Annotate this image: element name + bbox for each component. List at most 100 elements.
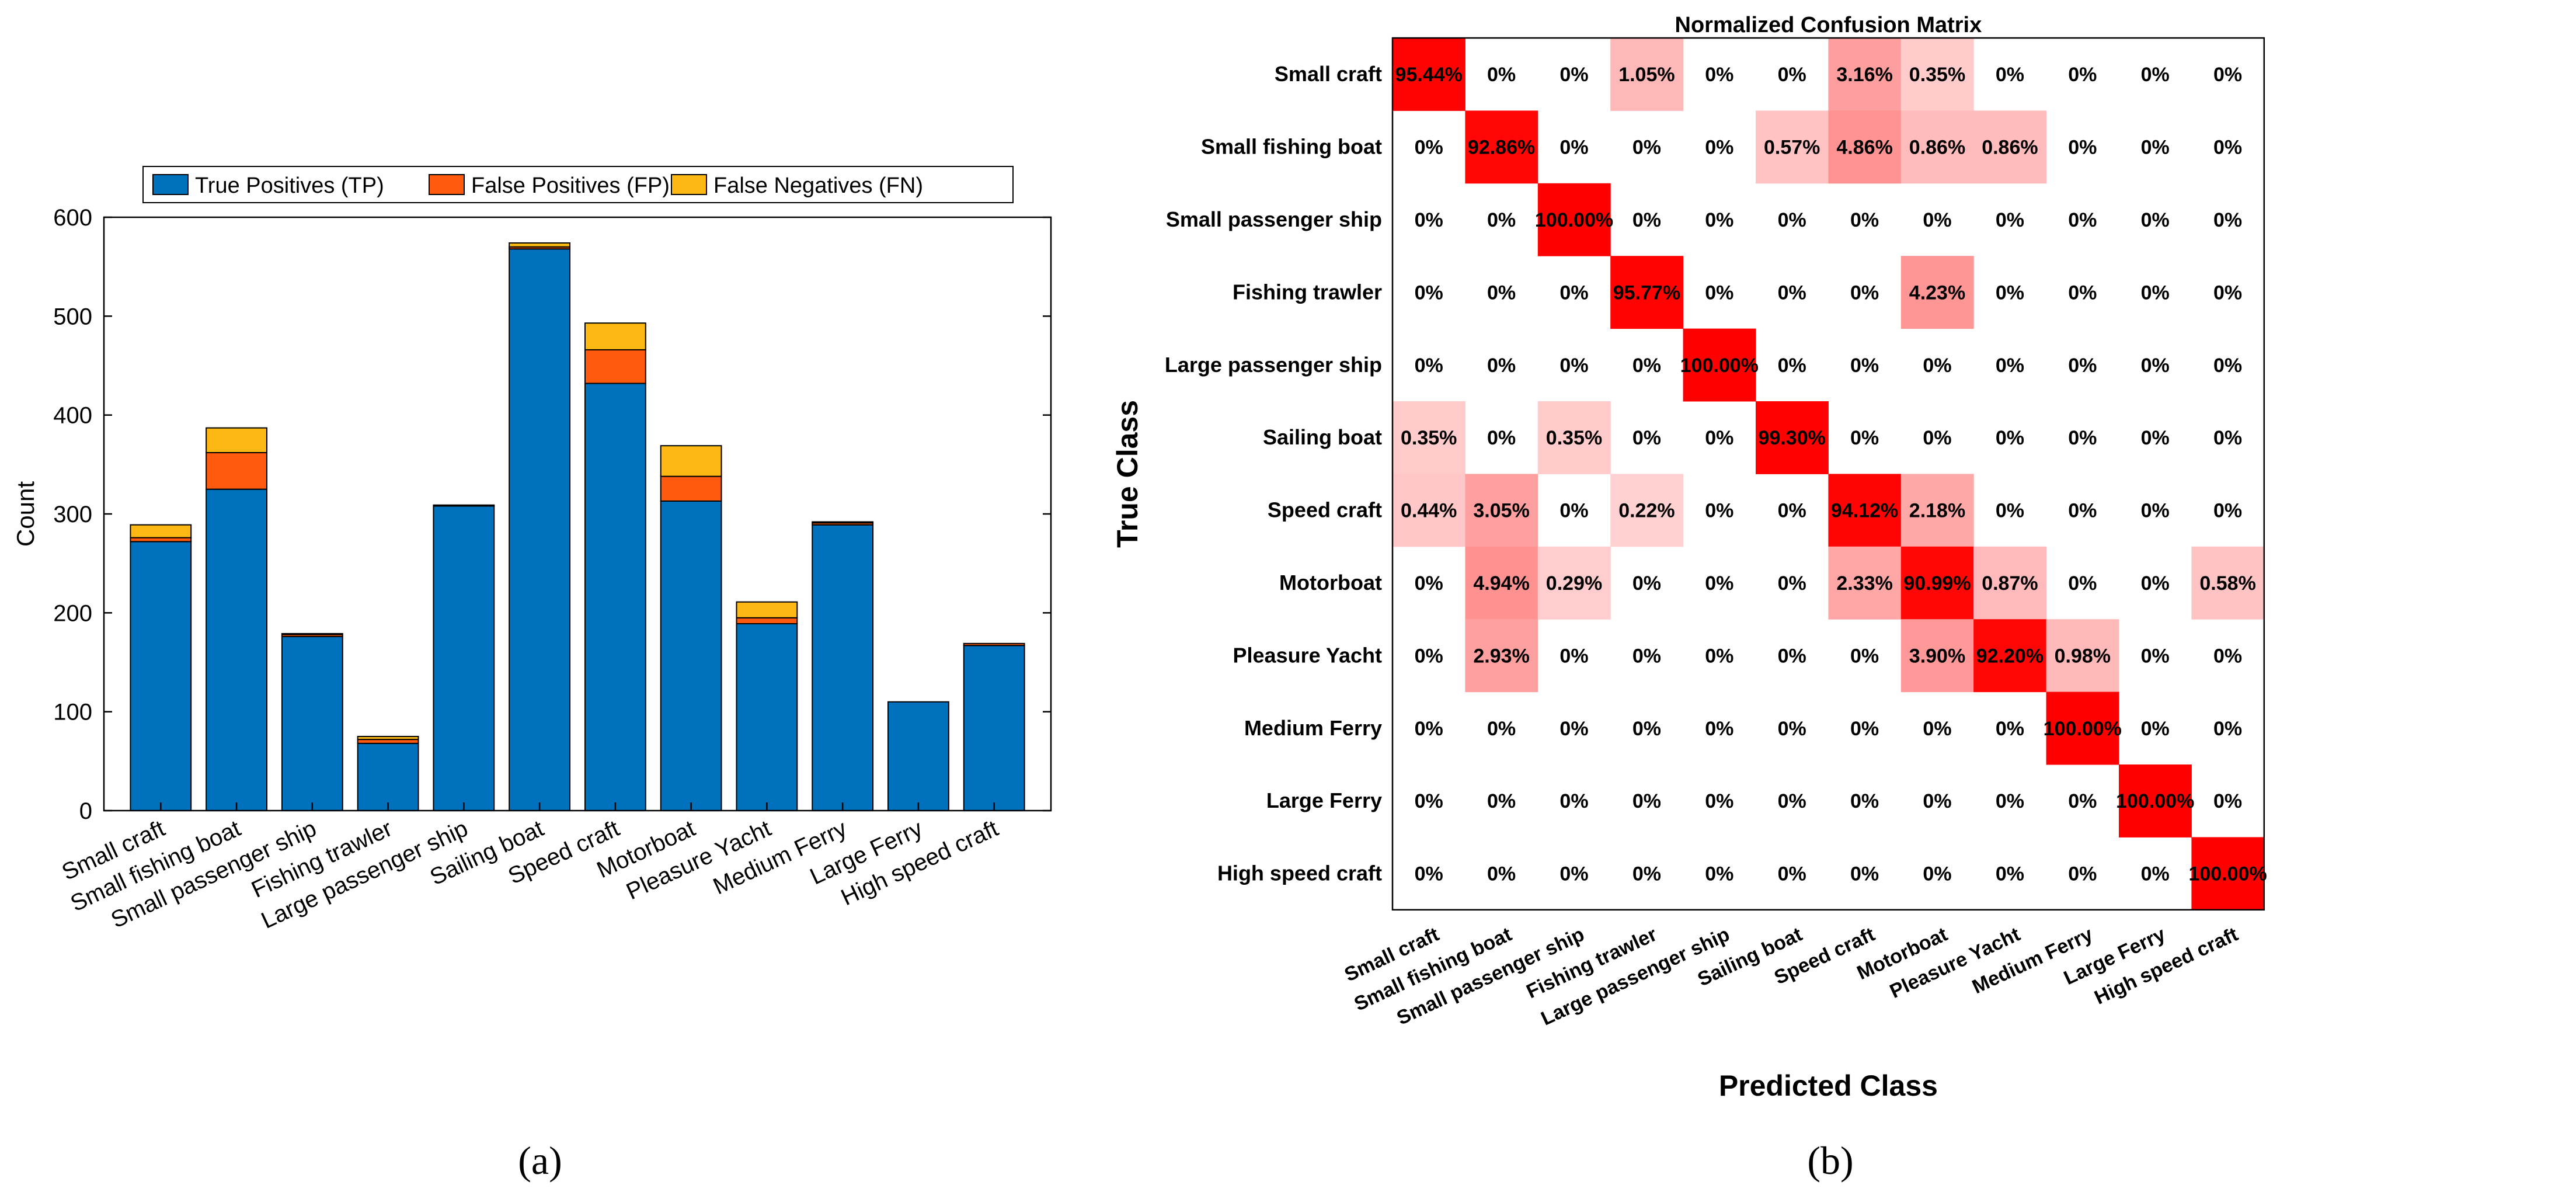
bar-segment-fn (660, 445, 722, 477)
matrix-cell-label: 2.93% (1473, 645, 1529, 667)
bar-segment-tp (509, 248, 571, 812)
matrix-cell (1828, 546, 1902, 620)
bar-segment-fp (584, 349, 646, 384)
matrix-cell-label: 94.12% (1831, 500, 1898, 522)
bar-segment-tp (584, 383, 646, 811)
row-label: Small passenger ship (1166, 207, 1382, 231)
matrix-cell-label: 0% (2213, 427, 2242, 449)
matrix-cell-label: 0% (2068, 500, 2097, 522)
matrix-cell-label: 0% (1850, 427, 1879, 449)
matrix-cell-label: 2.33% (1836, 572, 1892, 595)
bar-chart-y-axis-label: Count (12, 481, 39, 547)
matrix-cell-label: 0% (1487, 718, 1516, 740)
bar-segment-tp (130, 541, 192, 811)
matrix-cell-label: 0% (1996, 64, 2024, 86)
matrix-cell-label: 0% (1778, 863, 1806, 885)
matrix-cell (1610, 256, 1684, 329)
matrix-cell-label: 4.94% (1473, 572, 1529, 595)
matrix-cell (1465, 110, 1538, 184)
confusion-matrix-title: Normalized Confusion Matrix (1675, 13, 1982, 37)
matrix-cell (1756, 401, 1829, 474)
bar-segment-fp (660, 475, 722, 502)
matrix-cell-label: 0% (1923, 718, 1951, 740)
matrix-cell-label: 0% (2068, 427, 2097, 449)
legend-swatch (152, 174, 189, 195)
matrix-cell-label: 0% (2141, 282, 2170, 304)
matrix-cell-label: 0% (1487, 282, 1516, 304)
matrix-cell-label: 0% (1632, 863, 1661, 885)
matrix-cell-label: 0% (2141, 718, 2170, 740)
row-label: Large passenger ship (1165, 353, 1382, 377)
matrix-cell-label: 0% (1705, 863, 1733, 885)
y-tick-label: 0 (79, 798, 92, 824)
bar-segment-fn (812, 521, 874, 524)
bar-segment-tp (433, 505, 495, 811)
row-label: Motorboat (1279, 571, 1382, 595)
matrix-cell-label: 0% (1996, 500, 2024, 522)
y-tick-label: 100 (53, 700, 92, 725)
matrix-cell-label: 0% (1415, 137, 1443, 159)
matrix-cell-label: 0% (1778, 572, 1806, 595)
matrix-cell-label: 0% (1996, 718, 2024, 740)
matrix-cell-label: 0% (1559, 645, 1588, 667)
matrix-cell (2119, 764, 2192, 837)
confusion-matrix-y-axis-label: True Class (1111, 400, 1144, 548)
matrix-cell-label: 0% (1778, 790, 1806, 812)
matrix-cell-label: 0% (1632, 355, 1661, 377)
bar-segment-fp (206, 452, 267, 490)
matrix-cell-label: 0% (1415, 282, 1443, 304)
matrix-cell-label: 0% (1559, 718, 1588, 740)
matrix-cell-label: 100.00% (2116, 790, 2194, 812)
matrix-cell-label: 100.00% (1680, 355, 1759, 377)
matrix-cell-label: 0% (2213, 64, 2242, 86)
matrix-cell-label: 0% (1415, 355, 1443, 377)
y-tick-label: 500 (53, 304, 92, 329)
matrix-cell-label: 100.00% (2188, 863, 2267, 885)
matrix-cell-label: 0% (1415, 863, 1443, 885)
row-label: Sailing boat (1263, 425, 1382, 449)
matrix-cell-label: 95.44% (1395, 64, 1463, 86)
matrix-cell-label: 99.30% (1759, 427, 1826, 449)
matrix-cell-label: 0% (1850, 645, 1879, 667)
matrix-cell (1610, 38, 1684, 111)
matrix-cell (1900, 619, 1974, 693)
bar-segment-fp (357, 739, 419, 744)
y-tick-label: 300 (53, 502, 92, 527)
panel-a-caption: (a) (518, 1138, 562, 1183)
matrix-cell-label: 0% (1705, 64, 1733, 86)
matrix-cell-label: 0% (1632, 572, 1661, 595)
matrix-cell-label: 0% (1487, 355, 1516, 377)
row-label: Fishing trawler (1233, 280, 1382, 304)
y-tick-label: 200 (53, 600, 92, 626)
bar-segment-fn (584, 322, 646, 350)
legend-label: False Positives (FP) (471, 173, 670, 198)
matrix-cell-label: 3.16% (1836, 64, 1892, 86)
bar-segment-tp (357, 742, 419, 812)
matrix-cell (1537, 183, 1611, 256)
matrix-cell-label: 0% (2068, 137, 2097, 159)
matrix-cell-label: 0% (1559, 282, 1588, 304)
matrix-cell-label: 2.18% (1909, 500, 1965, 522)
matrix-cell-label: 0% (2141, 355, 2170, 377)
matrix-cell-label: 92.20% (1976, 645, 2044, 667)
matrix-cell-label: 0% (1923, 790, 1951, 812)
matrix-cell (1973, 110, 2047, 184)
bar-segment-fn (433, 504, 495, 507)
matrix-cell-label: 0% (1632, 645, 1661, 667)
matrix-cell-label: 0.35% (1401, 427, 1457, 449)
matrix-cell-label: 95.77% (1613, 282, 1680, 304)
matrix-cell-label: 0% (1487, 427, 1516, 449)
matrix-cell-label: 0% (1850, 355, 1879, 377)
matrix-cell-label: 0.29% (1546, 572, 1602, 595)
matrix-cell-label: 0% (1487, 64, 1516, 86)
matrix-cell (1610, 474, 1684, 547)
matrix-cell-label: 0% (1705, 790, 1733, 812)
matrix-cell-label: 0% (2068, 64, 2097, 86)
matrix-cell (2046, 691, 2119, 765)
matrix-cell (1465, 474, 1538, 547)
matrix-cell-label: 0.35% (1546, 427, 1602, 449)
matrix-cell-label: 0% (2068, 282, 2097, 304)
matrix-cell-label: 0% (1632, 137, 1661, 159)
matrix-cell-label: 0% (2141, 572, 2170, 595)
row-label: Pleasure Yacht (1233, 643, 1383, 667)
